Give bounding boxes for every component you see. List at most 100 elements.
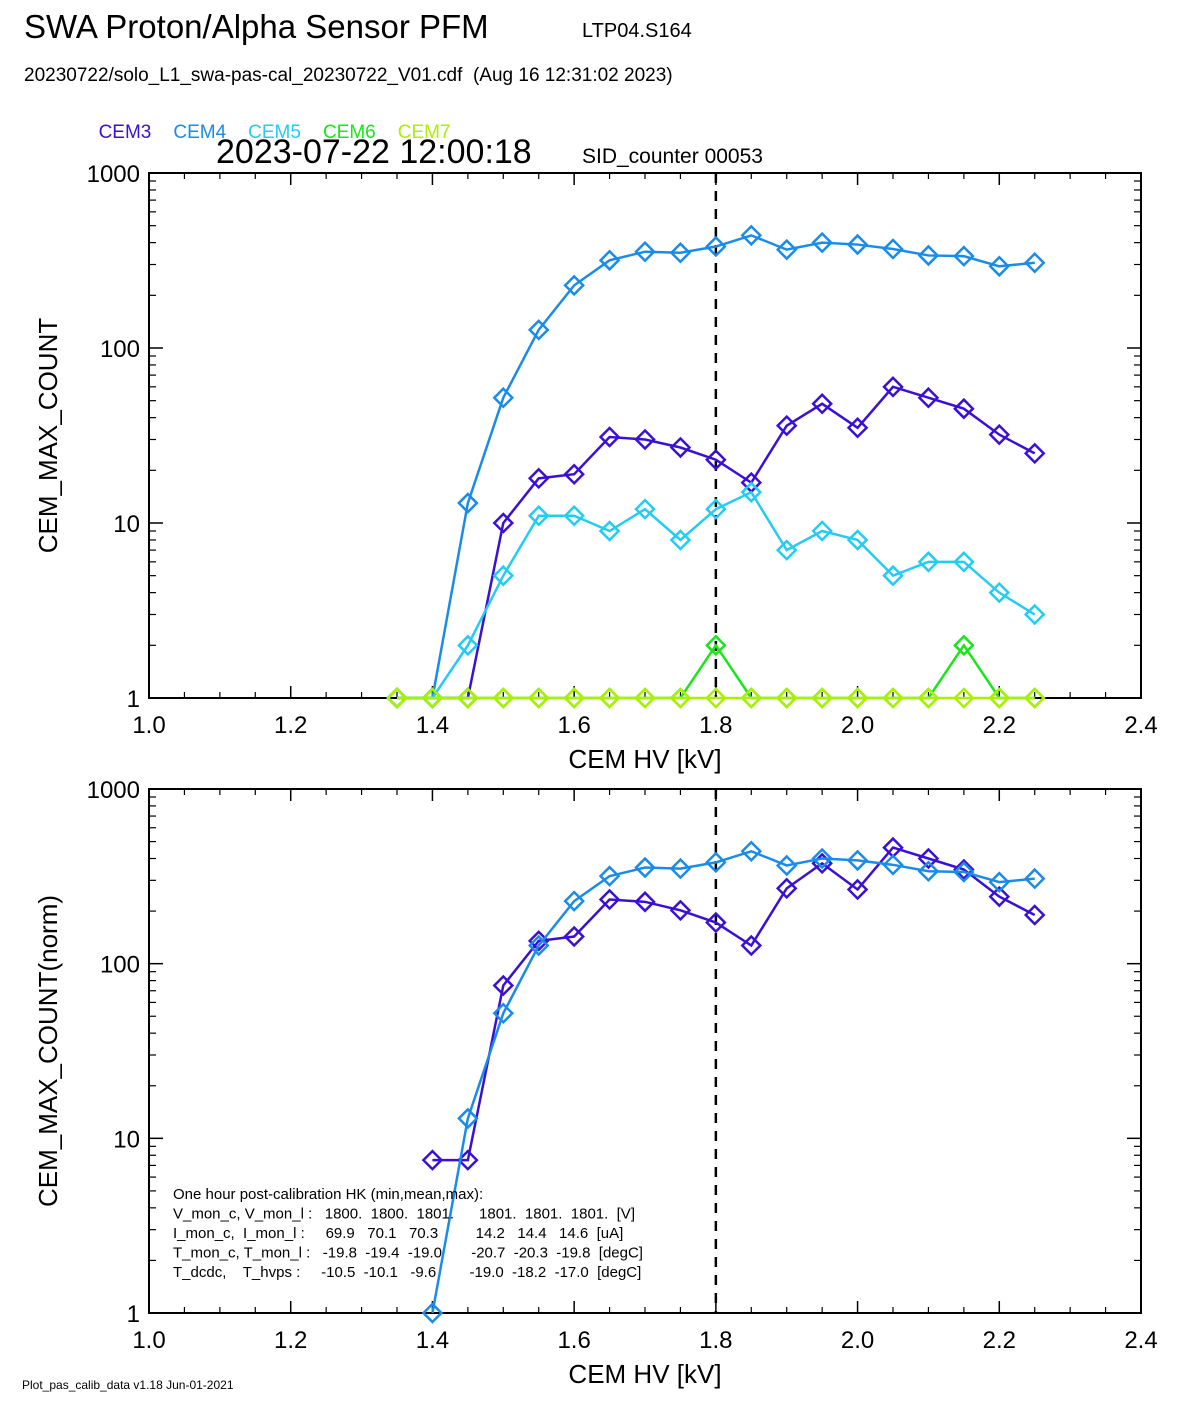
- data-point-cem4: [775, 854, 798, 877]
- data-point-cem3: [669, 899, 692, 922]
- data-point-cem4: [953, 861, 975, 883]
- data-point-cem3: [705, 448, 727, 471]
- data-point-cem5: [740, 481, 763, 503]
- y-tick-label: 100: [100, 952, 140, 979]
- data-point-cem5: [988, 581, 1011, 604]
- data-point-cem7: [492, 687, 515, 709]
- data-point-cem4: [740, 224, 763, 247]
- data-point-cem4: [457, 492, 479, 514]
- legend-entry-cem5: CEM5: [248, 122, 301, 143]
- legend-entry-cem4: CEM4: [173, 122, 227, 143]
- data-point-cem5: [811, 520, 833, 542]
- x-tick-label: 1.2: [274, 712, 307, 739]
- data-point-cem5: [953, 551, 975, 573]
- data-point-cem5: [669, 529, 692, 551]
- data-point-cem5: [492, 564, 515, 587]
- data-point-cem3: [775, 877, 798, 900]
- y-tick-label: 1000: [87, 777, 140, 804]
- data-point-cem5: [598, 520, 621, 542]
- x-tick-label: 1.8: [699, 1327, 732, 1354]
- data-point-cem3: [669, 436, 692, 459]
- series-line-cem3: [432, 846, 1036, 1162]
- data-point-cem7: [953, 687, 975, 709]
- hk-line: One hour post-calibration HK (min,mean,m…: [173, 1186, 483, 1203]
- data-point-cem6: [953, 634, 975, 657]
- data-point-cem7: [563, 687, 585, 709]
- series-cem3: [421, 836, 1046, 1171]
- data-point-cem3: [563, 925, 585, 948]
- chart-panel-2: 1.0 1.2 1.4 1.6 1.8 2.0 2.2 2.4 1 10 100 1000 CEM HV…: [33, 777, 1158, 1389]
- data-point-cem5: [457, 634, 479, 657]
- data-point-cem4: [563, 274, 585, 297]
- y-tick-label: 1000: [87, 161, 140, 188]
- series-cem7: [386, 687, 1046, 709]
- run-id: LTP04.S164: [582, 20, 692, 42]
- data-point-cem7: [669, 687, 692, 709]
- data-point-cem7: [917, 687, 940, 709]
- data-point-cem4: [457, 1107, 479, 1130]
- data-point-cem3: [917, 847, 940, 870]
- data-point-cem5: [846, 529, 869, 551]
- series-cem4: [421, 840, 1046, 1324]
- page-title: SWA Proton/Alpha Sensor PFM: [24, 8, 489, 45]
- data-point-cem5: [705, 498, 727, 520]
- chart-panel-1: 1.0 1.2 1.4 1.6 1.8 2.0 2.2 2.4 1 10 100 1000 CEM HV…: [33, 161, 1158, 774]
- x-tick-label: 1.4: [416, 1327, 449, 1354]
- series-cem3: [386, 376, 1046, 709]
- data-point-cem4: [492, 386, 515, 409]
- data-point-cem4: [598, 865, 621, 887]
- y-tick-label: 10: [113, 511, 140, 538]
- data-point-cem3: [598, 426, 621, 448]
- data-point-cem4: [846, 849, 869, 872]
- data-point-cem3: [775, 414, 798, 437]
- data-point-cem6: [705, 634, 727, 657]
- y-axis-label: CEM_MAX_COUNT: [33, 318, 63, 554]
- x-tick-label: 1.4: [416, 712, 449, 739]
- data-point-cem4: [598, 249, 621, 272]
- data-point-cem3: [1023, 442, 1046, 465]
- data-point-cem7: [775, 687, 798, 709]
- hk-line: T_mon_c, T_mon_l : -19.8 -19.4 -19.0 -20…: [173, 1245, 643, 1262]
- x-tick-label: 1.0: [132, 1327, 165, 1354]
- data-point-cem3: [492, 974, 515, 997]
- data-point-cem5: [527, 504, 550, 527]
- data-point-cem3: [634, 428, 656, 451]
- series-line-cem4: [431, 849, 1035, 1314]
- data-point-cem3: [563, 463, 585, 485]
- data-point-cem3: [811, 393, 833, 415]
- hk-line: V_mon_c, V_mon_l : 1800. 1800. 1801. 180…: [173, 1206, 635, 1223]
- data-point-cem4: [882, 854, 904, 876]
- data-point-cem3: [988, 885, 1011, 908]
- data-point-cem7: [386, 687, 408, 709]
- data-point-cem3: [1023, 904, 1046, 926]
- data-point-cem4: [775, 238, 798, 261]
- data-point-cem3: [421, 1149, 444, 1171]
- data-point-cem7: [527, 687, 550, 709]
- x-tick-label: 2.4: [1124, 712, 1157, 739]
- data-point-cem3: [917, 386, 940, 409]
- data-point-cem4: [705, 851, 727, 874]
- x-tick-label: 1.6: [557, 1327, 590, 1354]
- data-point-cem5: [917, 551, 940, 573]
- data-point-cem3: [527, 467, 550, 490]
- timestamp: 2023-07-22 12:00:18: [216, 133, 532, 171]
- data-point-cem4: [634, 856, 656, 879]
- data-point-cem7: [740, 687, 763, 709]
- x-tick-label: 2.2: [983, 1327, 1016, 1354]
- legend-entry-cem3: CEM3: [98, 122, 152, 143]
- data-point-cem7: [457, 687, 479, 709]
- data-point-cem7: [988, 687, 1011, 709]
- sid-counter: SID_counter 00053: [582, 145, 763, 168]
- file-line: 20230722/solo_L1_swa-pas-cal_20230722_V0…: [24, 65, 673, 86]
- data-point-cem5: [563, 504, 585, 527]
- x-tick-label: 2.2: [983, 712, 1016, 739]
- data-point-cem3: [988, 423, 1011, 446]
- data-point-cem3: [598, 888, 621, 911]
- data-point-cem7: [598, 687, 621, 709]
- x-axis-label: CEM HV [kV]: [568, 1359, 721, 1389]
- data-point-cem4: [740, 840, 763, 863]
- data-point-cem4: [421, 1302, 444, 1324]
- data-point-cem4: [811, 847, 833, 870]
- data-point-cem4: [527, 934, 550, 957]
